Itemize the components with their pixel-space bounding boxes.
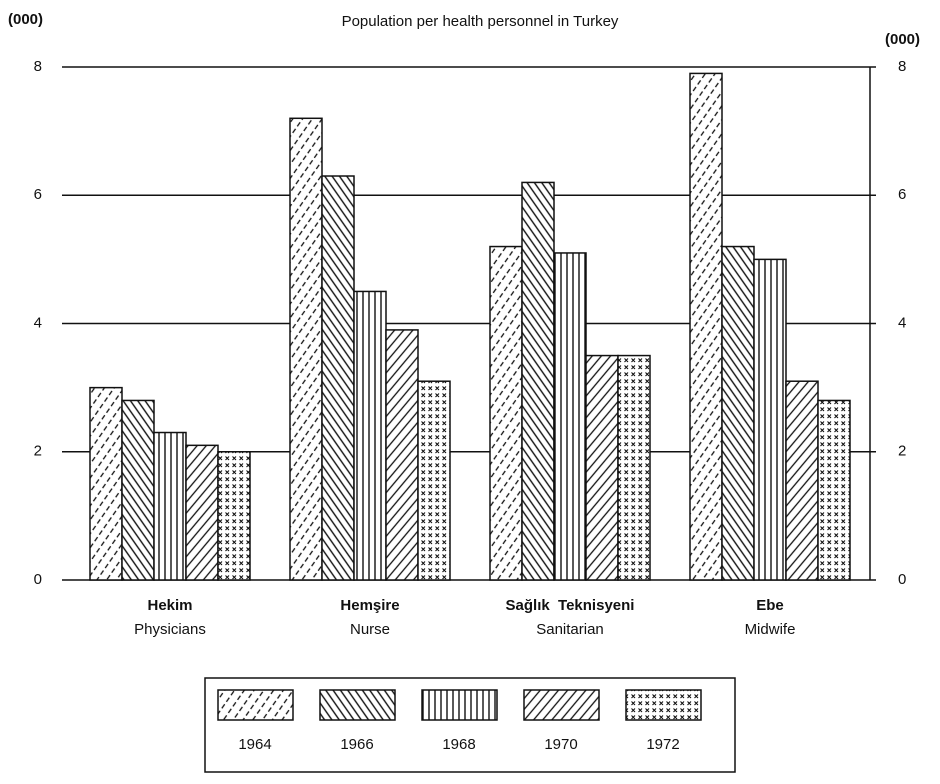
y-tick-label: 2 [34,443,42,460]
y2-axis-label: (000) [885,31,920,48]
bar [489,245,523,581]
legend-swatch [217,689,294,721]
x-tick-label: Hekim [147,597,192,614]
y2-tick-label: 6 [898,186,906,203]
chart-title: Population per health personnel in Turke… [342,13,619,30]
bar [753,258,787,581]
bar [289,117,323,581]
bar [617,354,651,581]
x-tick-label: Hemşire [340,597,399,614]
bar [585,354,619,581]
bar [121,399,155,581]
bar [321,175,355,581]
legend-swatch [625,689,702,721]
x-tick-label: Ebe [756,597,784,614]
legend-label: 1968 [442,736,475,753]
legend-box [204,677,736,773]
y-tick-label: 4 [34,314,42,331]
legend-label: 1966 [340,736,373,753]
y2-tick-label: 0 [898,571,906,588]
y2-tick-label: 8 [898,58,906,75]
legend-label: 1970 [544,736,577,753]
legend-label: 1964 [238,736,271,753]
bar [689,72,723,581]
x-tick-label: Sağlık Teknisyeni [506,597,635,614]
x-tick-sublabel: Sanitarian [536,621,604,638]
bar [153,431,187,581]
bar [353,290,387,581]
legend-swatch [319,689,396,721]
bar [217,451,251,581]
bar [521,181,555,581]
bar [417,380,451,581]
y-axis-label: (000) [8,11,43,28]
bar [89,386,123,581]
legend-swatch [421,689,498,721]
x-tick-sublabel: Midwife [745,621,796,638]
bar [785,380,819,581]
x-tick-sublabel: Nurse [350,621,390,638]
legend-swatch [523,689,600,721]
x-tick-sublabel: Physicians [134,621,206,638]
bar [185,444,219,581]
bar [721,245,755,581]
bar [385,329,419,581]
legend-label: 1972 [646,736,679,753]
y2-tick-label: 4 [898,314,906,331]
bar [817,399,851,581]
y-tick-label: 0 [34,571,42,588]
bar [553,252,587,581]
y-tick-label: 8 [34,58,42,75]
y2-tick-label: 2 [898,443,906,460]
y-tick-label: 6 [34,186,42,203]
